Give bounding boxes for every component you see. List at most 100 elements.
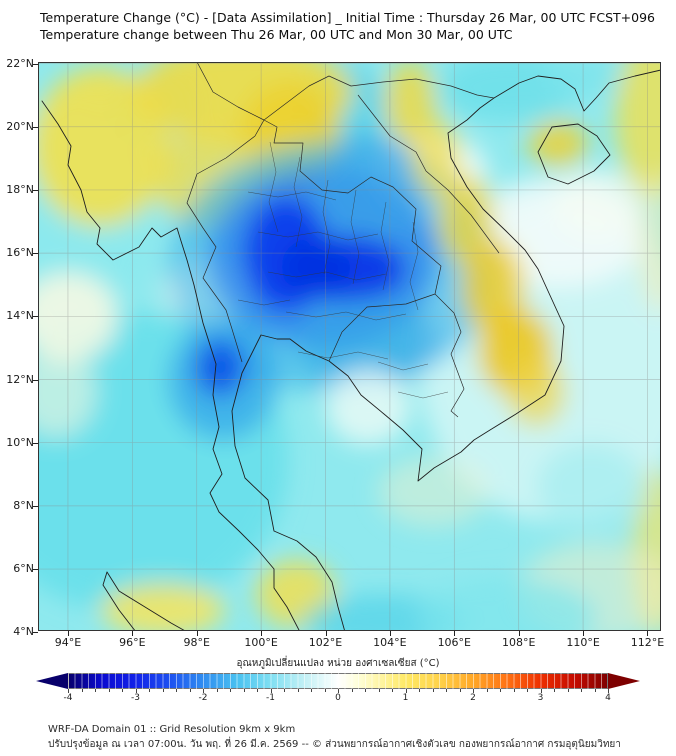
colorbar-tick	[108, 689, 110, 692]
map-canvas	[38, 62, 661, 631]
colorbar-tick	[446, 689, 447, 692]
graticule-layer	[38, 62, 661, 631]
lon-axis-tick	[325, 631, 327, 636]
lon-axis-label: 98°E	[183, 636, 210, 649]
coastline-sumatra	[102, 571, 187, 631]
colorbar-tick	[149, 689, 150, 692]
colorbar-tick	[432, 689, 434, 692]
lat-axis-tick	[33, 63, 38, 65]
colorbar-tick	[216, 689, 218, 692]
lat-axis-tick	[33, 442, 38, 444]
colorbar-tick-label: 3	[537, 693, 544, 703]
temperature-blob	[615, 62, 661, 197]
colorbar-tick	[392, 689, 393, 692]
colorbar-tick	[594, 689, 596, 692]
lat-axis-tick	[33, 126, 38, 128]
lat-axis-label: 18°N	[6, 182, 34, 196]
lon-axis-label: 96°E	[119, 636, 146, 649]
lat-axis-tick	[33, 253, 38, 255]
border-china-vietnam	[263, 75, 495, 121]
colorbar-tick	[203, 689, 204, 693]
map-plot-area	[38, 62, 661, 631]
colorbar-tick	[68, 689, 69, 693]
colorbar-ticks: -4 -3 -2 -1 0 1 2 3 4	[64, 689, 611, 705]
lon-axis-tick	[132, 631, 134, 636]
lat-axis-tick	[33, 379, 38, 381]
colorbar-tick	[230, 689, 231, 692]
border-laos-vietnam	[357, 94, 500, 254]
temperature-blob	[378, 457, 488, 527]
colorbar-tick	[365, 689, 366, 692]
lon-axis-tick	[389, 631, 391, 636]
colorbar-tick	[527, 689, 528, 692]
colorbar-title: อุณหภูมิเปลี่ยนแปลง หน่วย องศาเซลเซียส (…	[236, 658, 440, 669]
temperature-blob	[38, 272, 118, 362]
lat-axis-label: 12°N	[6, 372, 34, 386]
temperature-blob	[528, 120, 588, 168]
colorbar-tick	[284, 689, 285, 692]
lat-axis-tick	[33, 505, 38, 507]
country-border-layer	[186, 62, 500, 418]
temperature-blob	[438, 175, 494, 265]
lat-axis-tick	[33, 632, 38, 634]
temperature-blob	[38, 67, 170, 227]
colorbar-tick	[162, 689, 164, 692]
colorbar-tick	[486, 689, 488, 692]
border-cambodia-vietnam	[434, 293, 465, 418]
colorbar-gradient-bar	[68, 673, 608, 689]
colorbar-tick-label: 4	[605, 693, 611, 703]
colorbar-tick	[581, 689, 582, 692]
border-thailand-myanmar	[186, 119, 265, 363]
lon-axis-label: 108°E	[501, 636, 536, 649]
lat-axis-tick	[33, 189, 38, 191]
coastline-hainan	[537, 123, 611, 185]
lon-axis-tick	[583, 631, 585, 636]
colorbar-tick	[176, 689, 177, 692]
lat-axis-label: 14°N	[6, 309, 34, 323]
temperature-blob	[543, 62, 623, 97]
title-line-2: Temperature change between Thu 26 Mar, 0…	[40, 27, 513, 42]
lon-axis-tick	[647, 631, 649, 636]
colorbar-tick-label: -1	[266, 693, 275, 703]
colorbar-tick	[81, 689, 83, 692]
lat-axis-label: 10°N	[6, 435, 34, 449]
lon-axis-label: 104°E	[373, 636, 407, 649]
colorbar-tick	[459, 689, 461, 692]
temperature-blob	[506, 357, 566, 427]
lon-axis-label: 110°E	[566, 636, 600, 649]
colorbar-tick	[351, 689, 353, 692]
colorbar-tick	[324, 689, 326, 692]
colorbar-tick-label: -2	[198, 693, 208, 703]
temperature-blob	[281, 237, 351, 297]
title-line-1: Temperature Change (°C) - [Data Assimila…	[40, 10, 655, 25]
colorbar-tick-label: -3	[131, 693, 140, 703]
colorbar-tick	[189, 689, 191, 692]
temperature-blob	[638, 172, 661, 312]
lat-axis-tick	[33, 569, 38, 571]
colorbar: -4 -3 -2 -1 0 1 2 3 4	[36, 673, 640, 703]
coastline-gulf-vietnam-china	[231, 69, 661, 631]
lat-axis-label: 6°N	[13, 562, 34, 576]
footer: WRF-DA Domain 01 :: Grid Resolution 9km …	[48, 722, 621, 752]
colorbar-left-arrow	[36, 673, 68, 689]
lon-axis-label: 100°E	[244, 636, 278, 649]
colorbar-tick-label: 2	[470, 693, 476, 703]
colorbar-tick	[554, 689, 555, 692]
temperature-blob	[418, 577, 598, 631]
colorbar-tick	[500, 689, 501, 692]
coastline-layer	[41, 69, 661, 631]
colorbar-tick	[608, 689, 609, 693]
lon-axis-tick	[454, 631, 456, 636]
lon-axis-tick	[261, 631, 263, 636]
lon-axis-tick	[518, 631, 520, 636]
colorbar-tick	[338, 689, 339, 693]
colorbar-right-arrow	[608, 673, 640, 689]
colorbar-tick	[257, 689, 258, 692]
colorbar-tick	[135, 689, 137, 693]
lat-axis-label: 4°N	[13, 625, 34, 639]
colorbar-tick	[378, 689, 380, 692]
colorbar-tick	[270, 689, 272, 693]
colorbar-tick	[297, 689, 299, 692]
lat-axis-label: 8°N	[13, 498, 34, 512]
